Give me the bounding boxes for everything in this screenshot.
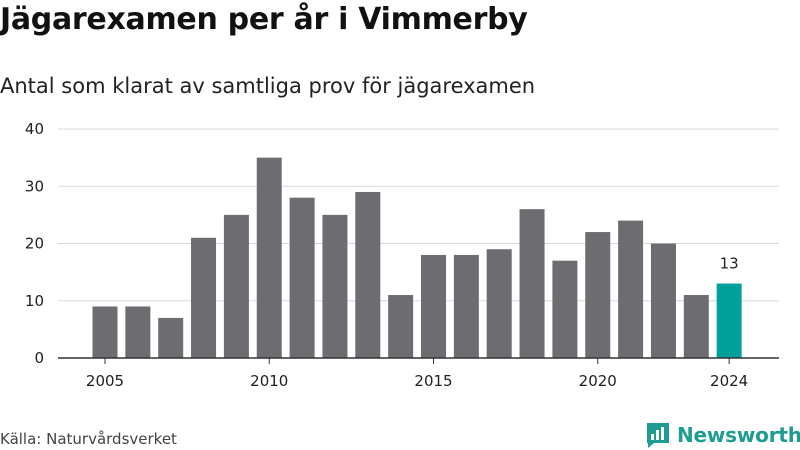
bar-2019	[552, 260, 578, 358]
bar-2014	[388, 295, 414, 358]
bar-2024	[716, 283, 742, 358]
chart-title: Jägarexamen per år i Vimmerby	[0, 2, 528, 37]
bar-2012	[322, 214, 348, 358]
bar-2017	[486, 249, 512, 358]
bar-2005	[92, 306, 118, 358]
data-label-2024: 13	[720, 255, 739, 273]
bar-2020	[585, 232, 611, 358]
bar-2006	[125, 306, 151, 358]
chart-subtitle: Antal som klarat av samtliga prov för jä…	[0, 74, 536, 98]
x-tick-label-2020: 2020	[579, 372, 617, 390]
bar-2013	[355, 191, 381, 358]
newsworthy-logo-text: Newsworthy	[677, 423, 800, 447]
bar-2021	[618, 220, 644, 358]
y-tick-label-30: 30	[25, 177, 44, 195]
bar-2011	[289, 197, 315, 358]
newsworthy-logo: Newsworthy	[645, 421, 800, 449]
bar-2010	[256, 157, 282, 358]
x-tick-label-2024: 2024	[710, 372, 748, 390]
x-tick-label-2010: 2010	[250, 372, 288, 390]
x-tick-label-2015: 2015	[414, 372, 452, 390]
bar-2023	[683, 295, 709, 358]
bar-2007	[158, 317, 184, 358]
y-tick-label-0: 0	[34, 349, 44, 367]
bar-2016	[453, 254, 479, 358]
newsworthy-logo-icon	[647, 423, 669, 448]
y-tick-label-20: 20	[25, 235, 44, 253]
bar-2008	[191, 237, 217, 358]
bar-chart: 0 10 20 30 40 2005 2010 2015 2020 2024 13	[25, 120, 779, 390]
source-note: Källa: Naturvårdsverket	[0, 430, 177, 448]
y-tick-label-10: 10	[25, 292, 44, 310]
bar-2015	[421, 254, 446, 358]
y-tick-label-40: 40	[25, 120, 44, 138]
x-tick-label-2005: 2005	[86, 372, 124, 390]
bar-2022	[650, 243, 676, 358]
bar-2018	[519, 209, 545, 358]
bar-2009	[223, 214, 249, 358]
